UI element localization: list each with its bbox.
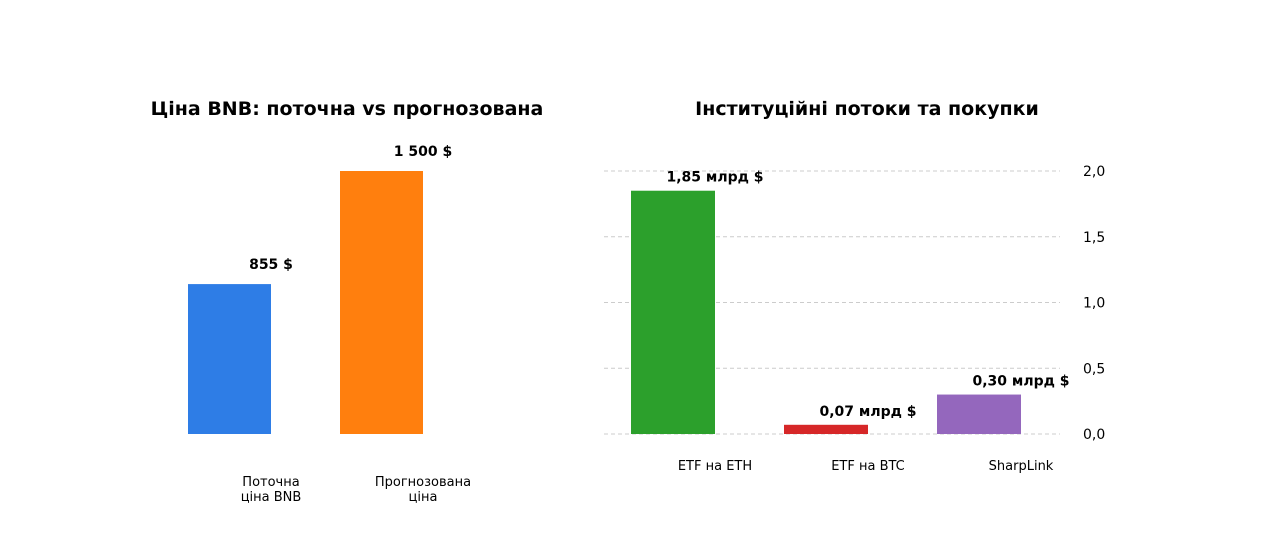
- category-label: SharpLink: [989, 459, 1054, 474]
- left-chart-title: Ціна BNB: поточна vs прогнозована: [151, 98, 544, 120]
- bar: [784, 424, 868, 434]
- category-label: Поточна: [242, 475, 299, 490]
- data-label: 855 $: [249, 257, 293, 273]
- category-label: ETF на BTC: [831, 459, 905, 474]
- category-label: ціна BNB: [241, 490, 302, 505]
- y-tick-label: 1,5: [1083, 230, 1105, 246]
- bar: [188, 284, 271, 434]
- bar: [937, 394, 1021, 434]
- category-label: Прогнозована: [375, 475, 471, 490]
- y-tick-label: 2,0: [1083, 164, 1105, 180]
- y-tick-label: 0,0: [1083, 427, 1105, 443]
- bar: [340, 171, 423, 434]
- category-label: ціна: [409, 490, 438, 505]
- bar: [631, 190, 715, 434]
- y-tick-label: 0,5: [1083, 361, 1105, 377]
- data-label: 0,07 млрд $: [819, 404, 916, 420]
- right-chart-title: Інституційні потоки та покупки: [695, 98, 1039, 120]
- y-tick-label: 1,0: [1083, 296, 1105, 312]
- data-label: 0,30 млрд $: [972, 374, 1069, 390]
- category-label: ETF на ETH: [678, 459, 752, 474]
- data-label: 1,85 млрд $: [666, 170, 763, 186]
- data-label: 1 500 $: [394, 144, 452, 160]
